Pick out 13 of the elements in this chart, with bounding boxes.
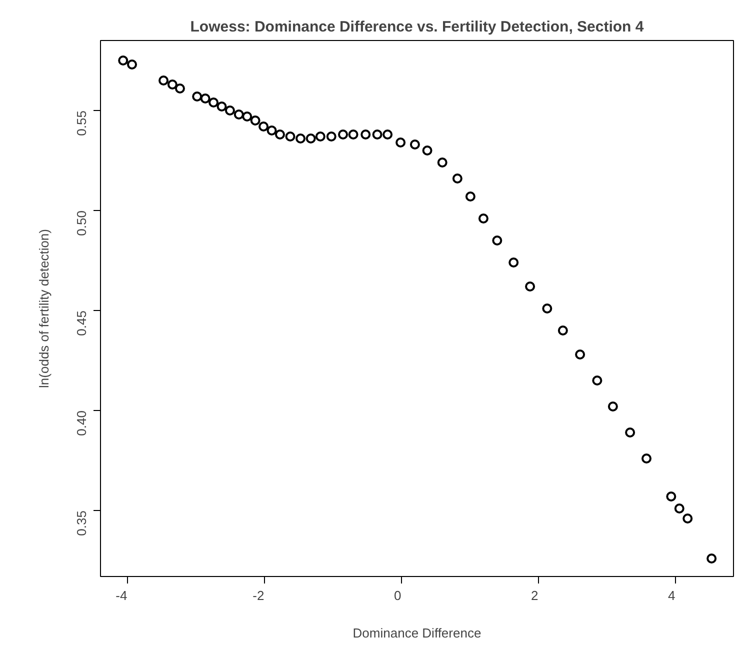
y-axis-title: ln(odds of fertility detection) bbox=[36, 229, 52, 388]
y-tick-label: 0.35 bbox=[74, 510, 89, 536]
y-tick-label: 0.45 bbox=[74, 310, 89, 336]
y-tick-label: 0.40 bbox=[74, 410, 89, 436]
x-tick-label: -4 bbox=[116, 588, 128, 603]
x-tick-label: 0 bbox=[394, 588, 402, 603]
x-tick-label: 2 bbox=[531, 588, 538, 603]
x-tick-label: -2 bbox=[252, 588, 264, 603]
chart-title: Lowess: Dominance Difference vs. Fertility Detection, Section 4 bbox=[190, 18, 644, 36]
y-tick-label: 0.55 bbox=[74, 110, 89, 136]
x-axis-title: Dominance Difference bbox=[352, 626, 482, 640]
y-tick-label: 0.50 bbox=[74, 210, 89, 236]
x-tick-label: 4 bbox=[668, 588, 676, 603]
